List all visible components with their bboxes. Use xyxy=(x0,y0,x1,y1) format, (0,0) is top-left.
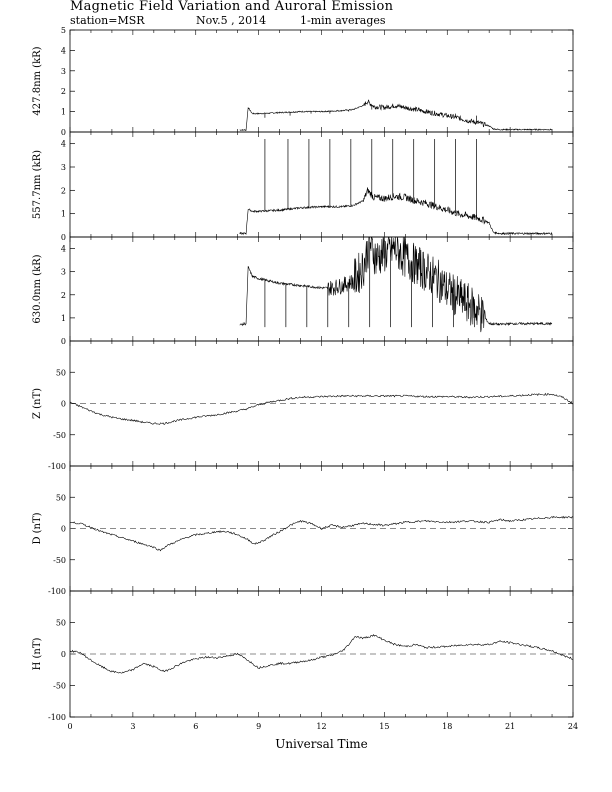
y-tick-label-n6300: 3 xyxy=(61,268,66,277)
y-tick-label-h: -100 xyxy=(48,713,66,722)
y-tick-label-n4278: 4 xyxy=(61,46,66,55)
y-tick-label-d: -100 xyxy=(48,587,66,596)
y-tick-label-d: 50 xyxy=(56,493,66,502)
y-axis-label-n6300: 630.0nm (kR) xyxy=(32,254,43,323)
x-tick-label: 9 xyxy=(256,722,261,731)
averages-label: 1-min averages xyxy=(300,14,386,27)
y-tick-label-n6300: 0 xyxy=(61,337,66,346)
y-tick-label-h: -50 xyxy=(53,682,66,691)
panel-frame-n4278 xyxy=(69,29,574,133)
x-tick-label: 0 xyxy=(67,722,72,731)
x-tick-label: 6 xyxy=(193,722,198,731)
y-tick-label-n6300: 4 xyxy=(61,245,66,254)
chart-title: Magnetic Field Variation and Auroral Emi… xyxy=(70,0,394,14)
panel-h: -100 -50 0 50 H (nT) xyxy=(32,590,574,722)
panel-n4278: 0 1 2 3 4 5 427.8nm (kR) xyxy=(32,26,574,137)
panel-z: -100 -50 0 50 Z (nT) xyxy=(32,340,574,471)
series-line-n5577 xyxy=(239,187,553,236)
y-tick-label-n4278: 3 xyxy=(61,67,66,76)
y-tick-label-n4278: 5 xyxy=(61,26,66,35)
y-tick-label-n5577: 2 xyxy=(61,186,66,195)
station-label: station=MSR xyxy=(70,14,145,27)
y-tick-label-d: -50 xyxy=(53,556,66,565)
y-tick-label-n6300: 1 xyxy=(61,314,66,323)
y-axis-label-z: Z (nT) xyxy=(32,388,43,419)
y-tick-label-n5577: 4 xyxy=(61,140,66,149)
series-line-z xyxy=(69,392,574,425)
date-label: Nov.5 , 2014 xyxy=(196,14,267,27)
y-tick-label-z: 50 xyxy=(56,368,66,377)
panel-n5577: 0 1 2 3 4 557.7nm (kR) xyxy=(32,131,574,242)
y-tick-label-h: 0 xyxy=(61,650,66,659)
y-axis-label-h: H (nT) xyxy=(32,637,43,670)
y-tick-label-n5577: 3 xyxy=(61,163,66,172)
x-tick-label: 24 xyxy=(568,722,578,731)
y-tick-label-n5577: 0 xyxy=(61,233,66,242)
y-tick-label-h: 50 xyxy=(56,619,66,628)
panel-frame-n6300 xyxy=(69,236,574,342)
x-tick-label: 21 xyxy=(505,722,515,731)
y-tick-label-d: 0 xyxy=(61,525,66,534)
panel-n6300: 0 1 2 3 4 630.0nm (kR) xyxy=(32,236,574,346)
series-line-n4278 xyxy=(239,99,553,132)
y-tick-label-n6300: 2 xyxy=(61,291,66,300)
series-line-n6300 xyxy=(239,236,553,333)
x-tick-label: 3 xyxy=(130,722,135,731)
y-tick-label-n4278: 2 xyxy=(61,87,66,96)
y-axis-label-n4278: 427.8nm (kR) xyxy=(32,46,43,115)
x-tick-label: 12 xyxy=(316,722,326,731)
panel-d: -100 -50 0 50 D (nT) xyxy=(32,465,574,596)
y-tick-label-z: 0 xyxy=(61,400,66,409)
y-tick-label-n5577: 1 xyxy=(61,210,66,219)
y-tick-label-n4278: 1 xyxy=(61,108,66,117)
y-tick-label-z: -50 xyxy=(53,431,66,440)
x-tick-label: 15 xyxy=(379,722,389,731)
y-axis-label-d: D (nT) xyxy=(32,512,43,544)
series-line-h xyxy=(69,633,574,674)
x-axis-label: Universal Time xyxy=(275,737,368,751)
y-axis-label-n5577: 557.7nm (kR) xyxy=(32,150,43,219)
panel-frame-n5577 xyxy=(69,131,574,238)
y-tick-label-z: -100 xyxy=(48,462,66,471)
series-line-d xyxy=(69,515,574,552)
x-tick-label: 18 xyxy=(442,722,452,731)
y-tick-label-n4278: 0 xyxy=(61,128,66,137)
